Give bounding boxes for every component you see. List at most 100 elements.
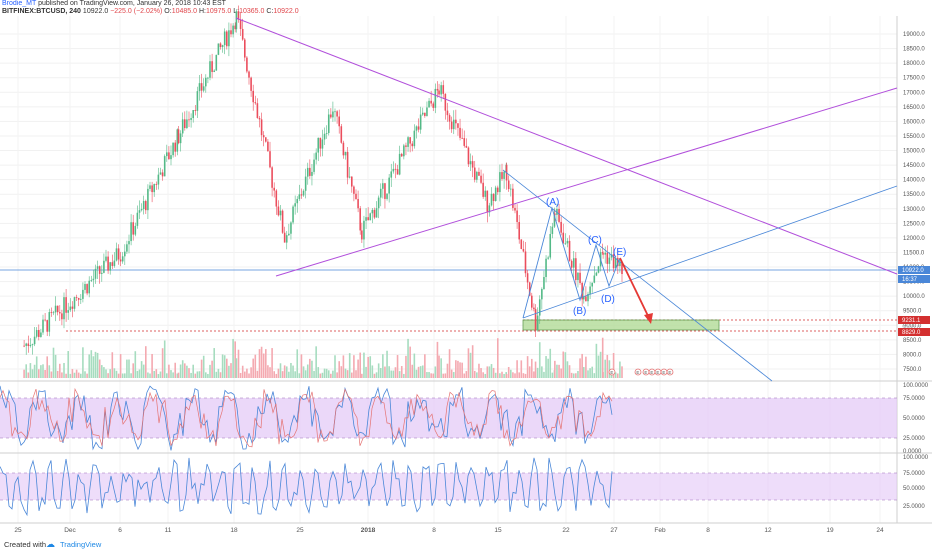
candle-body xyxy=(492,193,495,201)
projection-arrow[interactable] xyxy=(619,257,651,321)
volume-bar xyxy=(444,373,447,378)
volume-bar xyxy=(237,349,240,378)
high-value: 10975.0 xyxy=(205,8,232,15)
volume-bar xyxy=(265,349,267,378)
wave-label-e[interactable]: (E) xyxy=(613,247,626,258)
candle-body xyxy=(246,57,248,72)
volume-bar xyxy=(174,362,176,378)
volume-bar xyxy=(296,349,299,378)
volume-bar xyxy=(452,372,455,378)
volume-bar xyxy=(113,368,116,378)
volume-bar xyxy=(538,342,541,378)
candle-body xyxy=(128,241,130,245)
stoch1-axis[interactable]: 100.0000 75.0000 50.0000 25.0000 0.0000 xyxy=(903,383,929,455)
descending-trendline[interactable] xyxy=(235,17,898,275)
candle-body xyxy=(403,145,405,157)
stoch2-tick-label: 100.0000 xyxy=(903,455,929,461)
candle-body xyxy=(145,201,147,211)
target-zone-box[interactable] xyxy=(522,319,720,331)
stoch2-tick-label: 25.0000 xyxy=(903,504,925,510)
stoch2-axis[interactable]: 100.0000 75.0000 50.0000 25.0000 xyxy=(903,455,929,510)
volume-bar xyxy=(373,373,376,378)
candle-body xyxy=(533,307,535,310)
time-axis[interactable]: 25 Dec 6 11 18 25 2018 8 15 22 27 Feb 8 12 19 24 xyxy=(14,527,884,534)
candle-body xyxy=(111,262,114,266)
volume-bar xyxy=(579,358,581,378)
tradingview-brand-link[interactable]: TradingView xyxy=(60,540,102,549)
volume-bar xyxy=(572,373,575,378)
candle-body xyxy=(363,220,365,240)
high-label: H: xyxy=(198,8,206,15)
volume-bar xyxy=(192,364,194,378)
candle-body xyxy=(351,176,353,187)
volume-bar xyxy=(541,366,543,378)
ascending-trendline[interactable] xyxy=(275,87,898,277)
wave-label-c[interactable]: (C) xyxy=(588,235,602,246)
triangle-lower-line[interactable] xyxy=(522,185,898,319)
candle-body xyxy=(499,172,501,193)
price-tick-label: 11500.0 xyxy=(903,250,925,256)
candle-body xyxy=(134,225,137,235)
volume-bar xyxy=(25,364,27,378)
wave-label-b[interactable]: (B) xyxy=(573,306,586,317)
candle-body xyxy=(465,145,468,148)
volume-bar xyxy=(311,360,313,378)
wave-label-a[interactable]: (A) xyxy=(546,197,559,208)
price-tick-label: 15500.0 xyxy=(903,134,925,140)
wave-label-d[interactable]: (D) xyxy=(601,294,615,305)
event-badge-icon[interactable] xyxy=(634,368,642,376)
volume-bar xyxy=(602,372,604,378)
candle-body xyxy=(570,260,573,268)
volume-bar xyxy=(473,370,476,378)
volume-bar xyxy=(499,373,501,378)
volume-bar xyxy=(398,371,401,378)
volume-bar xyxy=(476,372,478,378)
candle-body xyxy=(298,194,301,199)
candle-body xyxy=(140,209,143,211)
price-tick-label: 16500.0 xyxy=(903,105,925,111)
candle-body xyxy=(614,257,617,269)
triangle-upper-line[interactable] xyxy=(502,169,773,382)
candle-body xyxy=(568,240,571,261)
volume-bar xyxy=(188,368,190,378)
arrow-head-icon xyxy=(644,313,653,324)
volume-bar xyxy=(589,368,591,378)
candle-body xyxy=(194,110,197,111)
volume-bar xyxy=(407,338,409,378)
volume-bar xyxy=(581,353,583,378)
candle-body xyxy=(188,119,190,121)
candle-body xyxy=(248,71,250,78)
candle-body xyxy=(604,252,606,255)
candle-body xyxy=(353,186,355,194)
price-tick-label: 7500.0 xyxy=(903,367,922,373)
elliott-wave-path[interactable] xyxy=(522,206,621,319)
author-link[interactable]: Brodie_MT xyxy=(2,0,37,7)
candle-body xyxy=(591,282,593,287)
candle-body xyxy=(415,126,418,131)
volume-bar xyxy=(348,353,351,378)
volume-bar xyxy=(250,367,252,378)
event-badge-label: E xyxy=(668,370,671,375)
volume-bar xyxy=(248,373,250,378)
candle-body xyxy=(202,86,205,91)
candle-body xyxy=(63,297,65,320)
volume-bar xyxy=(80,373,82,378)
symbol-label: BITFINEX:BTCUSD, 240 xyxy=(2,8,81,15)
event-badge-icon[interactable] xyxy=(608,368,616,376)
volume-bar xyxy=(29,363,32,378)
volume-bar xyxy=(536,367,539,378)
candle-body xyxy=(426,107,428,116)
price-tick-label: 14000.0 xyxy=(903,178,925,184)
candle-body xyxy=(157,174,160,185)
event-badge-icon[interactable] xyxy=(666,368,674,376)
volume-bar xyxy=(107,373,109,378)
volume-bar xyxy=(196,371,199,378)
candle-body xyxy=(168,152,170,160)
volume-bar xyxy=(228,365,230,378)
volume-bar xyxy=(505,373,508,378)
stoch1-tick-label: 0.0000 xyxy=(903,449,922,455)
candle-body xyxy=(69,306,72,311)
volume-bar xyxy=(138,369,141,378)
